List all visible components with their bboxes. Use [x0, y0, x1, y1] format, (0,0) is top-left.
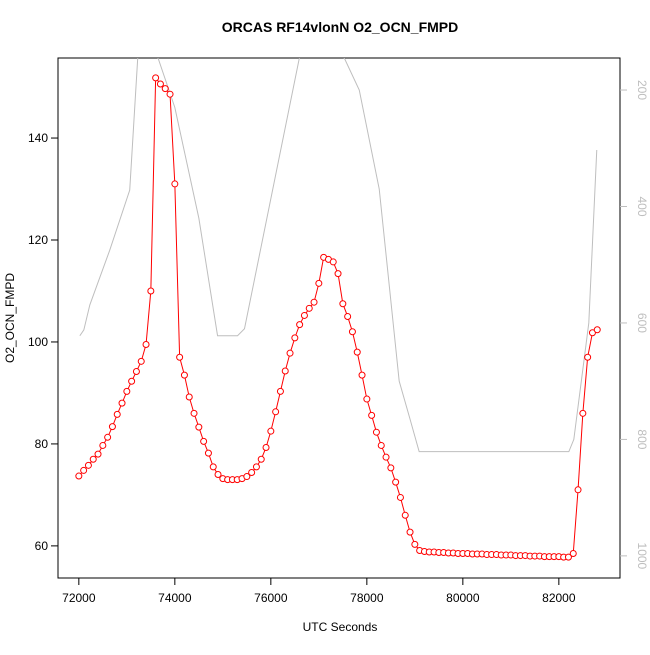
y-tick-label: 100 [28, 335, 48, 349]
data-point [363, 395, 371, 403]
data-point [248, 468, 256, 476]
data-point [118, 399, 126, 407]
y2-tick-label: 1000 [635, 543, 649, 570]
data-point [593, 326, 601, 334]
data-point [209, 463, 217, 471]
data-point [267, 427, 275, 435]
y-tick-label: 60 [35, 539, 49, 553]
series-line [78, 76, 598, 558]
data-point [339, 300, 347, 308]
data-point [161, 85, 169, 93]
data-point [272, 408, 280, 416]
data-point [564, 553, 572, 561]
data-point [214, 471, 222, 479]
data-point [257, 455, 265, 463]
y-tick-label: 80 [35, 437, 49, 451]
data-point [180, 371, 188, 379]
data-point [243, 473, 251, 481]
series-line [79, 58, 598, 453]
data-point [296, 321, 304, 329]
data-point [276, 387, 284, 395]
x-tick-label: 72000 [62, 591, 96, 605]
data-point [584, 353, 592, 361]
x-axis-label: UTC Seconds [303, 620, 378, 634]
data-point [401, 511, 409, 519]
data-point [392, 478, 400, 486]
y-axis-label: O2_OCN_FMPD [3, 273, 17, 363]
data-point [411, 540, 419, 548]
data-point [353, 348, 361, 356]
data-point [252, 463, 260, 471]
data-point [569, 550, 577, 558]
data-point [200, 437, 208, 445]
data-point [104, 433, 112, 441]
data-point [204, 449, 212, 457]
data-point [195, 423, 203, 431]
y2-tick-label: 600 [635, 313, 649, 333]
y2-tick-label: 200 [635, 80, 649, 100]
data-point [80, 466, 88, 474]
x-tick-label: 82000 [542, 591, 576, 605]
data-point [305, 304, 313, 312]
y2-tick-label: 800 [635, 429, 649, 449]
data-point [132, 368, 140, 376]
y2-tick-label: 400 [635, 196, 649, 216]
data-point [579, 409, 587, 417]
data-point [315, 279, 323, 287]
data-point [329, 258, 337, 266]
x-tick-label: 78000 [350, 591, 384, 605]
data-point [310, 298, 318, 306]
data-point [137, 357, 145, 365]
data-point [377, 441, 385, 449]
data-point [406, 528, 414, 536]
data-point [108, 423, 116, 431]
data-point [156, 80, 164, 88]
data-point [382, 453, 390, 461]
data-point [89, 455, 97, 463]
data-point [176, 353, 184, 361]
data-point [291, 334, 299, 342]
x-tick-label: 74000 [158, 591, 192, 605]
data-point [348, 328, 356, 336]
data-point [334, 270, 342, 278]
data-point [147, 287, 155, 295]
chart-title: ORCAS RF14vlonN O2_OCN_FMPD [222, 19, 458, 35]
data-point [128, 377, 136, 385]
x-tick-label: 80000 [446, 591, 480, 605]
data-point [166, 90, 174, 98]
data-point [387, 464, 395, 472]
x-tick-label: 76000 [254, 591, 288, 605]
data-point [368, 411, 376, 419]
y-tick-label: 140 [28, 131, 48, 145]
data-point [94, 450, 102, 458]
data-point [262, 443, 270, 451]
data-point [99, 441, 107, 449]
plot-area [75, 58, 601, 561]
data-point [286, 349, 294, 357]
data-point [84, 461, 92, 469]
data-point [113, 410, 121, 418]
data-point [281, 367, 289, 375]
data-point [358, 371, 366, 379]
data-point [372, 428, 380, 436]
data-point [588, 329, 596, 337]
data-point [300, 311, 308, 319]
data-point [152, 74, 160, 82]
plot-frame [57, 57, 621, 579]
data-point [190, 409, 198, 417]
data-point [396, 493, 404, 501]
y-tick-label: 120 [28, 233, 48, 247]
data-point [75, 472, 83, 480]
data-point [171, 180, 179, 188]
data-point [574, 486, 582, 494]
data-point [123, 387, 131, 395]
data-point [344, 312, 352, 320]
data-point [185, 393, 193, 401]
data-point [142, 341, 150, 349]
